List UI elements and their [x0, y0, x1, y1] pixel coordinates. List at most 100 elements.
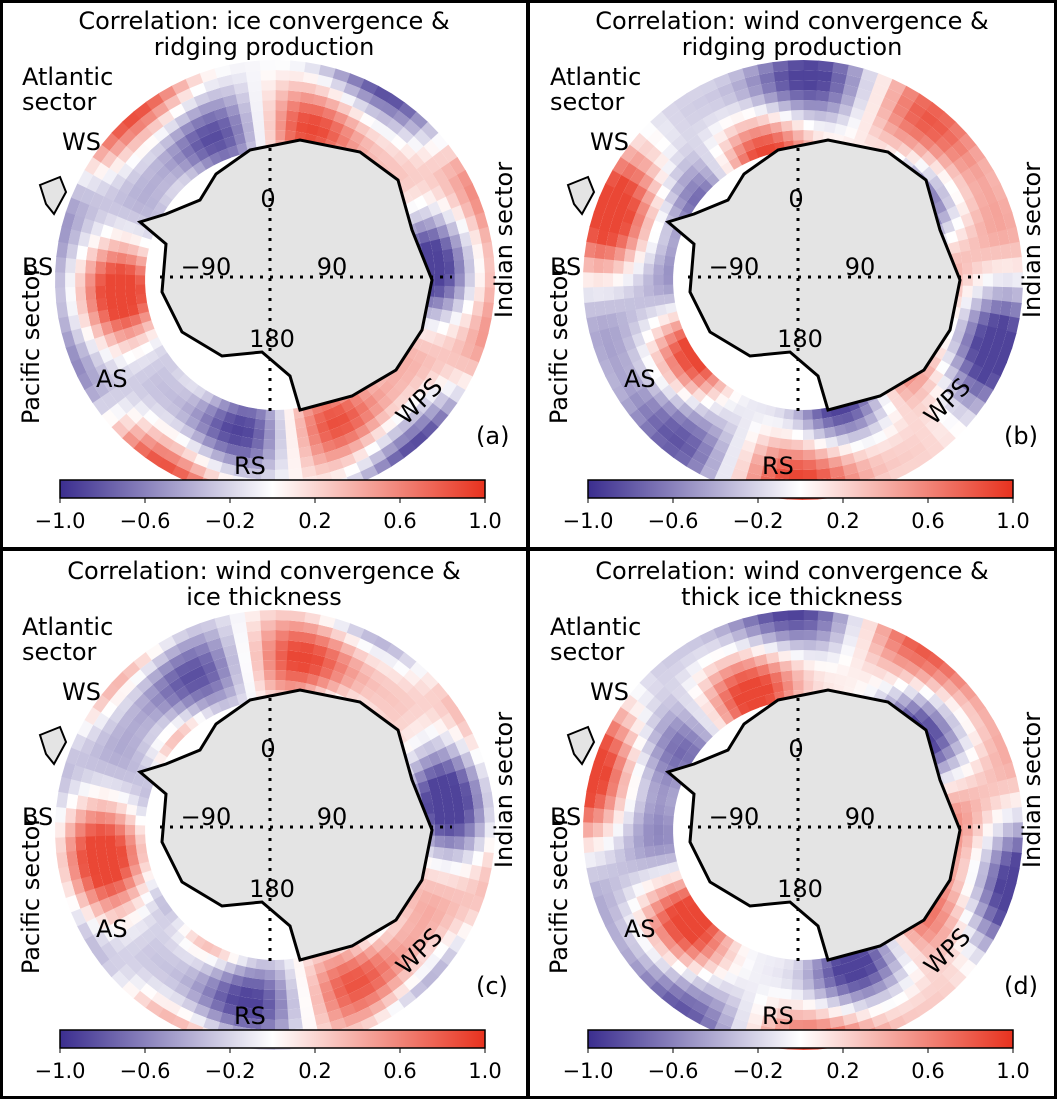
region-label: AS [96, 365, 128, 393]
field-cell [663, 815, 674, 826]
field-cell [275, 80, 290, 91]
field-cell [434, 286, 445, 299]
field-cell [472, 301, 484, 317]
field-cell [65, 807, 76, 823]
field-cell [263, 980, 275, 990]
field-cell [634, 846, 646, 859]
colorbar-tick-label: 0.2 [826, 509, 859, 533]
field-cell [275, 650, 288, 661]
field-cell [65, 836, 76, 852]
field-cell [286, 110, 299, 121]
field-cell [475, 823, 485, 838]
field-cell [792, 670, 804, 680]
field-cell [262, 90, 276, 100]
field-cell [247, 630, 262, 641]
colorbar-tick-label: 0.6 [911, 1059, 944, 1083]
field-cell [983, 823, 993, 837]
field-cell [793, 680, 804, 690]
field-cell [260, 610, 276, 621]
field-cell [246, 621, 262, 632]
field-cell [445, 824, 455, 837]
field-cell [814, 998, 828, 1009]
lon-label: 90 [845, 253, 876, 281]
field-cell [770, 672, 783, 684]
field-cell [260, 620, 275, 631]
field-cell [790, 650, 803, 660]
field-cell [265, 960, 275, 970]
field-cell [105, 824, 115, 836]
field-cell [982, 810, 993, 824]
field-cell [454, 810, 465, 824]
field-cell [803, 630, 818, 641]
panel-title: ridging production [682, 33, 903, 61]
field-cell [583, 822, 593, 838]
field-cell [474, 837, 485, 853]
field-cell [774, 71, 790, 82]
field-cell [264, 120, 276, 130]
field-cell [788, 620, 803, 631]
field-cell [990, 300, 1002, 316]
field-cell [802, 1020, 817, 1031]
field-cell [993, 823, 1003, 838]
field-cell [285, 979, 297, 990]
field-cell [970, 848, 982, 862]
field-cell [802, 470, 817, 481]
field-cell [261, 80, 276, 91]
field-cell [633, 812, 644, 825]
field-cell [603, 258, 614, 273]
field-cell [643, 835, 654, 847]
field-cell [770, 122, 783, 134]
colorbar-tick-label: −1.0 [563, 509, 614, 533]
field-cell [96, 798, 108, 812]
field-cell [816, 631, 831, 642]
field-cell [633, 824, 643, 836]
field-cell [244, 681, 256, 693]
field-cell [462, 850, 474, 866]
field-cell [462, 300, 474, 316]
field-cell [653, 824, 663, 835]
field-cell [434, 836, 445, 849]
colorbar-tick-label: 1.0 [468, 509, 501, 533]
field-cell [982, 260, 993, 274]
field-cell [474, 808, 485, 824]
panel-title: Correlation: wind convergence & [595, 557, 988, 585]
field-cell [287, 1008, 302, 1019]
field-cell [663, 834, 674, 845]
field-cell [288, 91, 303, 102]
colorbar-tick-label: 0.2 [298, 1059, 331, 1083]
field-cell [803, 410, 813, 420]
field-cell [275, 640, 289, 651]
field-cell [284, 959, 295, 970]
field-cell [288, 631, 303, 642]
field-cell [115, 285, 126, 297]
panel: Correlation: wind convergence &ice thick… [17, 557, 518, 1083]
field-cell [85, 286, 96, 300]
field-cell [814, 120, 826, 131]
colorbar-tick-label: −1.0 [35, 509, 86, 533]
region-label: Atlantic [550, 613, 641, 641]
field-cell [779, 660, 792, 671]
field-cell [613, 836, 624, 850]
field-cell [96, 248, 108, 262]
field-cell [816, 1018, 831, 1029]
field-cell [644, 295, 656, 308]
field-cell [274, 470, 289, 481]
field-cell [274, 990, 287, 1000]
field-cell [583, 256, 594, 273]
field-cell [442, 298, 454, 312]
field-cell [265, 680, 276, 690]
field-cell [116, 845, 128, 858]
field-cell [603, 808, 614, 823]
field-cell [772, 611, 789, 623]
field-cell [583, 272, 593, 288]
field-cell [274, 1000, 287, 1010]
field-cell [55, 837, 66, 853]
field-cell [261, 630, 276, 641]
field-cell [593, 822, 603, 837]
field-cell [768, 662, 782, 674]
panel-label: (d) [1004, 972, 1038, 1000]
field-cell [779, 988, 792, 999]
field-cell [85, 810, 96, 824]
field-cell [790, 640, 804, 650]
field-cell [817, 621, 833, 633]
